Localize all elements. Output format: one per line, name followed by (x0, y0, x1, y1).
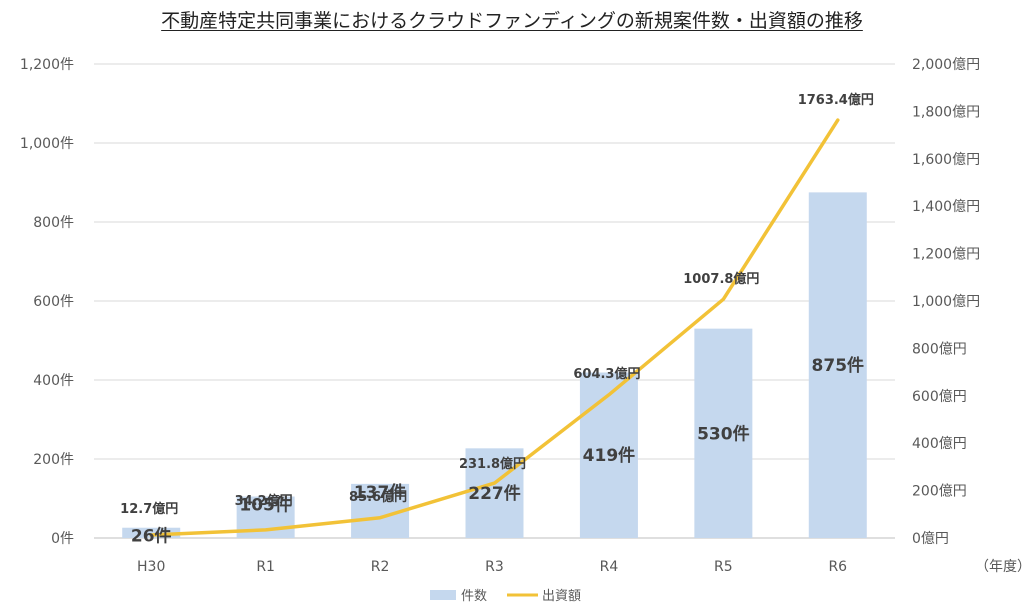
x-axis-unit-label: （年度） (975, 559, 1024, 575)
left-tick-label: 400件 (33, 373, 74, 389)
right-tick-label: 600億円 (912, 389, 967, 405)
left-tick-label: 1,000件 (20, 136, 74, 152)
bar (579, 372, 638, 538)
line-value-label: 1763.4億円 (798, 92, 874, 108)
left-tick-label: 0件 (51, 531, 74, 547)
bar-value-label: 137件 (354, 482, 407, 503)
bar-value-label: 875件 (812, 355, 865, 376)
right-tick-label: 1,600億円 (912, 152, 980, 168)
left-tick-label: 800件 (33, 215, 74, 231)
line-path (149, 118, 840, 537)
bar (808, 192, 867, 538)
legend-bar-swatch (430, 590, 456, 600)
x-tick-label: R6 (828, 559, 847, 575)
x-tick-label: R4 (600, 559, 619, 575)
right-tick-label: 1,800億円 (912, 104, 980, 120)
left-tick-label: 200件 (33, 452, 74, 468)
legend-line-label: 出資額 (542, 589, 581, 604)
right-tick-label: 1,000億円 (912, 294, 980, 310)
right-tick-label: 400億円 (912, 436, 967, 452)
right-tick-label: 2,000億円 (912, 57, 980, 73)
right-tick-label: 0億円 (912, 531, 949, 547)
legend: 件数 出資額 (430, 589, 581, 604)
line-series (149, 118, 840, 537)
bar-value-label: 105件 (239, 495, 292, 516)
chart-title: 不動産特定共同事業におけるクラウドファンディングの新規案件数・出資額の推移 (0, 6, 1024, 33)
data-labels: 26件 105件 137件 227件 419件 530件 875件 12.7億円 34.2億円 8… (120, 92, 874, 547)
right-tick-label: 1,400億円 (912, 199, 980, 215)
bar (122, 527, 181, 538)
x-axis: H30 R1 R2 R3 R4 R5 R6 (137, 559, 847, 575)
right-tick-label: 200億円 (912, 484, 967, 500)
left-axis: 0件 200件 400件 600件 800件 1,000件 1,200件 (20, 57, 74, 547)
right-axis: 0億円 200億円 400億円 600億円 800億円 1,000億円 1,200億円 1,4… (912, 57, 980, 547)
line-value-label: 1007.8億円 (683, 271, 759, 287)
bar-series (122, 192, 867, 538)
line-value-label: 85.6億円 (349, 489, 407, 505)
left-tick-label: 1,200件 (20, 57, 74, 73)
line-value-label: 34.2億円 (235, 493, 293, 509)
bar-value-label: 227件 (468, 483, 521, 504)
left-tick-label: 600件 (33, 294, 74, 310)
bar (465, 448, 524, 538)
bar-value-label: 26件 (131, 526, 172, 547)
x-tick-label: R3 (485, 559, 504, 575)
line-value-label: 231.8億円 (459, 456, 526, 472)
x-tick-label: R2 (371, 559, 390, 575)
right-tick-label: 800億円 (912, 341, 967, 357)
x-tick-label: H30 (137, 559, 165, 575)
line-value-label: 604.3億円 (573, 366, 640, 382)
x-tick-label: R5 (714, 559, 733, 575)
bar-value-label: 419件 (583, 445, 636, 466)
bar-value-label: 530件 (697, 423, 750, 444)
x-tick-label: R1 (256, 559, 275, 575)
bar (694, 328, 753, 538)
right-tick-label: 1,200億円 (912, 247, 980, 263)
legend-bar-label: 件数 (461, 589, 487, 604)
chart-title-text: 不動産特定共同事業におけるクラウドファンディングの新規案件数・出資額の推移 (161, 10, 863, 32)
line-value-label: 12.7億円 (120, 501, 178, 517)
